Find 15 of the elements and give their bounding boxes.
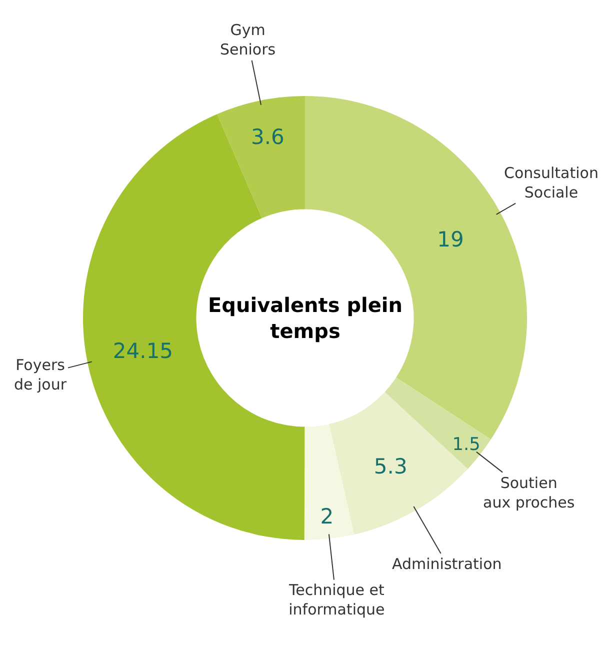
data-label: 1.5 [452,434,480,455]
slice-label: Consultation Sociale [504,164,598,202]
donut-slice [217,96,305,218]
data-label: 24.15 [112,339,174,364]
slice-label: Administration [392,555,502,573]
donut-slice [304,424,354,540]
data-label: 5.3 [374,454,408,478]
data-label: 19 [437,227,464,252]
data-label: 3.6 [250,125,284,150]
slice-label: Foyers de jour [14,356,68,394]
slice-label: Soutien aux proches [483,474,575,512]
slice-label: Technique et informatique [288,581,385,618]
slice-label: Gym Seniors [220,21,276,58]
text: Equivalents plein temps [208,293,403,343]
data-label: 2 [320,504,334,528]
